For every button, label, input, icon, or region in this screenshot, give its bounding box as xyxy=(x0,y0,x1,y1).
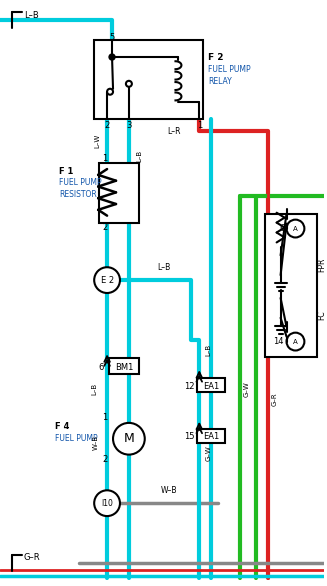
Text: 1: 1 xyxy=(197,121,202,131)
Bar xyxy=(94,40,203,120)
Text: RESISTOR: RESISTOR xyxy=(60,190,97,199)
Text: EA1: EA1 xyxy=(203,432,219,441)
Text: 1: 1 xyxy=(102,413,108,422)
Text: L–B: L–B xyxy=(24,11,39,20)
Text: FUEL PUMP: FUEL PUMP xyxy=(208,66,251,74)
Text: M: M xyxy=(124,432,134,445)
Text: 2: 2 xyxy=(102,223,108,231)
Text: G–W: G–W xyxy=(205,446,211,462)
Text: FUEL PUMP: FUEL PUMP xyxy=(55,434,97,443)
Text: 14: 14 xyxy=(273,337,284,346)
Circle shape xyxy=(94,490,120,516)
Circle shape xyxy=(286,333,304,350)
Text: G–R: G–R xyxy=(272,392,278,406)
Text: I10: I10 xyxy=(101,499,113,507)
Text: 2: 2 xyxy=(104,121,110,131)
Circle shape xyxy=(109,54,115,60)
Bar xyxy=(265,214,317,357)
Text: 6: 6 xyxy=(279,224,284,233)
Text: 2: 2 xyxy=(102,455,108,464)
Text: 3: 3 xyxy=(126,121,131,131)
Text: EA1: EA1 xyxy=(203,381,219,391)
Circle shape xyxy=(286,220,304,237)
Text: FUEL PUMP: FUEL PUMP xyxy=(60,179,102,188)
Text: L–W: L–W xyxy=(94,134,100,148)
Text: L–B: L–B xyxy=(205,343,211,356)
Text: FC: FC xyxy=(317,310,326,319)
Text: FPR: FPR xyxy=(317,258,326,272)
Text: L–B: L–B xyxy=(91,383,97,395)
Bar xyxy=(99,163,139,223)
Text: W–B: W–B xyxy=(93,435,99,450)
Text: A: A xyxy=(293,339,298,345)
Text: W–B: W–B xyxy=(160,486,177,495)
Bar xyxy=(197,379,225,392)
Text: 15: 15 xyxy=(184,432,194,441)
Circle shape xyxy=(94,267,120,293)
Text: 1: 1 xyxy=(102,154,108,163)
Text: F 2: F 2 xyxy=(208,53,224,62)
Circle shape xyxy=(126,81,132,87)
Text: RELAY: RELAY xyxy=(208,77,232,86)
Text: F 4: F 4 xyxy=(55,423,69,431)
Text: 12: 12 xyxy=(184,381,194,391)
Text: A: A xyxy=(293,226,298,231)
Text: 5: 5 xyxy=(110,33,115,42)
Text: L–R: L–R xyxy=(167,127,180,137)
Text: L–B: L–B xyxy=(137,150,143,162)
Text: BM1: BM1 xyxy=(115,363,133,372)
Bar xyxy=(197,429,225,442)
Text: 6: 6 xyxy=(99,363,104,372)
Text: G–R: G–R xyxy=(24,553,41,562)
Text: L–B: L–B xyxy=(157,263,170,272)
Text: G–W: G–W xyxy=(244,381,250,397)
Bar xyxy=(109,359,139,374)
Text: F 1: F 1 xyxy=(60,166,74,176)
Circle shape xyxy=(107,88,113,95)
Circle shape xyxy=(113,423,145,455)
Text: E 2: E 2 xyxy=(100,275,114,285)
